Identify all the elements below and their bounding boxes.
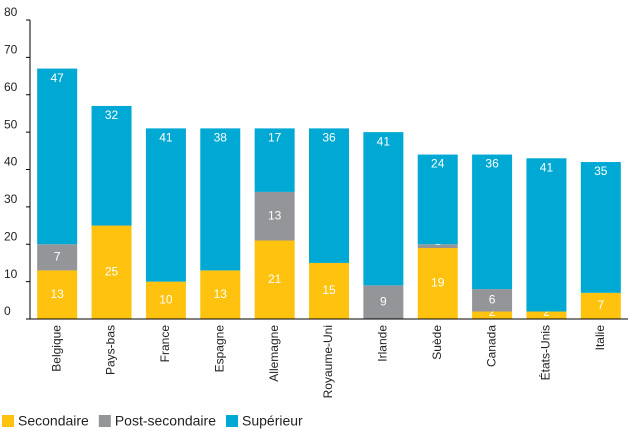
y-tick-label: 30 bbox=[4, 192, 18, 206]
x-tick-label: Italie bbox=[593, 325, 607, 351]
bar-segment bbox=[37, 68, 78, 245]
x-tick-label: Suède bbox=[430, 325, 444, 360]
y-tick-label: 20 bbox=[4, 229, 18, 243]
value-label: 32 bbox=[105, 108, 119, 122]
value-label: 13 bbox=[268, 208, 282, 222]
bar-segment bbox=[472, 154, 513, 290]
y-tick-label: 80 bbox=[4, 5, 18, 19]
value-label: 21 bbox=[268, 272, 282, 286]
bar-segment bbox=[91, 105, 132, 226]
bar-segment bbox=[37, 270, 78, 319]
value-label: 9 bbox=[380, 294, 387, 308]
value-label: 13 bbox=[51, 287, 65, 301]
legend-label: Supérieur bbox=[242, 413, 303, 429]
y-tick-label: 40 bbox=[4, 155, 18, 169]
value-label: 41 bbox=[377, 134, 391, 148]
bar-segment bbox=[145, 128, 186, 282]
x-tick-label: Allemagne bbox=[267, 325, 281, 382]
value-label: 7 bbox=[54, 250, 61, 264]
bar-segment bbox=[472, 311, 513, 319]
value-label: 36 bbox=[485, 157, 499, 171]
x-tick-label: France bbox=[158, 325, 172, 363]
bar-segment bbox=[526, 311, 567, 319]
bar-segment bbox=[526, 158, 567, 312]
value-label: 36 bbox=[322, 131, 336, 145]
bar-segment bbox=[363, 132, 404, 286]
bar-segment bbox=[200, 270, 241, 319]
x-tick-label: Canada bbox=[484, 325, 498, 367]
bar-segment bbox=[417, 247, 458, 319]
bar-segment bbox=[417, 244, 458, 248]
value-label: 35 bbox=[594, 164, 608, 178]
y-tick-label: 0 bbox=[4, 304, 11, 318]
y-tick-label: 70 bbox=[4, 43, 18, 57]
x-tick-label: Espagne bbox=[212, 325, 226, 373]
bar-segment bbox=[254, 128, 295, 192]
bar-segment bbox=[91, 225, 132, 319]
bar-segment bbox=[254, 240, 295, 319]
value-label: 2 bbox=[543, 305, 550, 319]
x-tick-label: Irlande bbox=[376, 325, 390, 362]
legend-swatch bbox=[2, 415, 14, 427]
bar-segment bbox=[309, 128, 349, 263]
value-label: 13 bbox=[214, 287, 228, 301]
x-tick-label: États-Unis bbox=[538, 325, 553, 380]
bar-segment bbox=[417, 154, 458, 245]
bar-segment bbox=[37, 244, 78, 271]
value-label: 7 bbox=[597, 298, 604, 312]
bar-segment bbox=[254, 191, 295, 241]
value-label: 17 bbox=[268, 131, 282, 145]
value-label: 25 bbox=[105, 264, 119, 278]
legend-swatch bbox=[226, 415, 238, 427]
value-label: 19 bbox=[431, 276, 445, 290]
bar-segment bbox=[309, 262, 349, 319]
y-tick-label: 10 bbox=[4, 267, 18, 281]
value-label: 41 bbox=[159, 131, 173, 145]
bar-segment bbox=[580, 292, 621, 319]
value-label: 6 bbox=[489, 292, 496, 306]
bar-segment bbox=[580, 162, 621, 293]
x-tick-label: Pays-bas bbox=[104, 325, 118, 375]
value-label: 38 bbox=[214, 131, 228, 145]
y-tick-label: 60 bbox=[4, 80, 18, 94]
value-label: 2 bbox=[489, 305, 496, 319]
x-tick-label: Belgique bbox=[49, 325, 63, 372]
value-label: 41 bbox=[540, 160, 554, 174]
y-tick-label: 50 bbox=[4, 117, 18, 131]
legend-label: Secondaire bbox=[18, 413, 89, 429]
value-label: 24 bbox=[431, 157, 445, 171]
bar-segment bbox=[200, 128, 241, 271]
bar-segment bbox=[472, 289, 513, 312]
x-tick-label: Royaume-Uni bbox=[321, 325, 335, 398]
bar-segment bbox=[145, 281, 186, 319]
bar-segment bbox=[363, 285, 404, 319]
legend-swatch bbox=[98, 415, 111, 427]
value-label: 15 bbox=[322, 283, 336, 297]
legend-label: Post-secondaire bbox=[115, 413, 216, 429]
value-label: 47 bbox=[51, 71, 65, 85]
value-label: 10 bbox=[159, 292, 173, 306]
